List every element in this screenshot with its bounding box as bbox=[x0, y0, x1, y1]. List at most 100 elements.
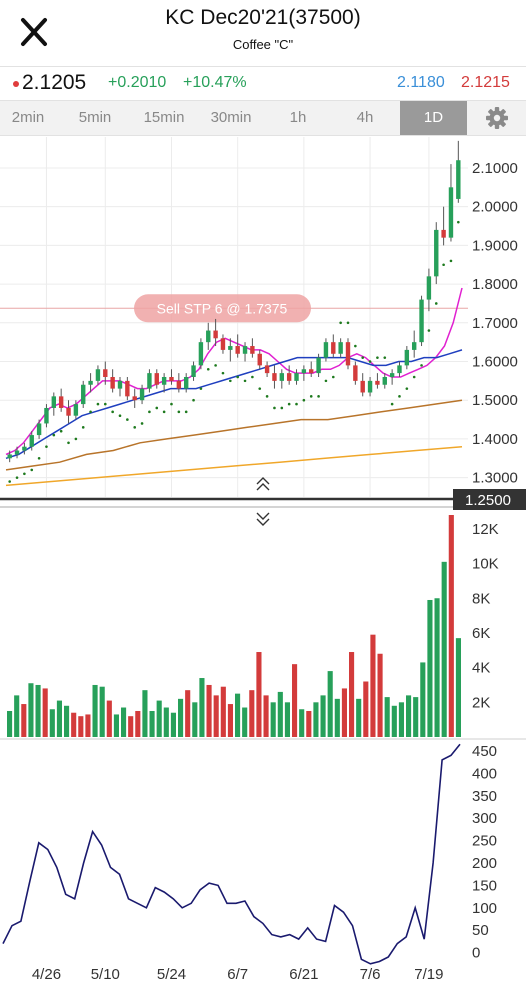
stop-dot bbox=[339, 321, 342, 325]
volume-panel[interactable]: 12K 10K 8K 6K 4K 2K bbox=[7, 515, 499, 737]
settings-button[interactable] bbox=[478, 104, 516, 132]
tab-2min[interactable]: 2min bbox=[11, 109, 45, 126]
candle-body bbox=[220, 338, 226, 350]
stop-dot bbox=[243, 379, 247, 383]
price-tick-label: 1.9000 bbox=[472, 237, 518, 254]
volume-bar bbox=[113, 714, 119, 737]
stop-dot bbox=[126, 418, 129, 421]
stop-dot bbox=[111, 410, 114, 414]
chart-area[interactable]: Sell STP 6 @ 1.7375 2.1000 2.0000 1.9000 1.… bbox=[0, 135, 526, 1000]
tab-1h[interactable]: 1h bbox=[289, 109, 307, 126]
candle-body bbox=[22, 446, 27, 451]
candle-body bbox=[367, 380, 373, 393]
candle-body bbox=[434, 229, 439, 277]
candle-body bbox=[264, 365, 270, 374]
candle-body bbox=[44, 407, 49, 424]
volume-bar bbox=[71, 712, 77, 737]
tab-15min[interactable]: 15min bbox=[143, 109, 185, 126]
candle-body bbox=[125, 380, 130, 397]
volume-bar bbox=[299, 709, 305, 737]
stop-dot bbox=[184, 410, 188, 414]
volume-bar bbox=[49, 709, 55, 737]
volume-bar bbox=[121, 707, 127, 737]
volume-bar bbox=[263, 695, 269, 737]
candle-body bbox=[103, 369, 108, 377]
volume-bar bbox=[370, 634, 376, 737]
volume-bar bbox=[220, 686, 226, 737]
volume-bar bbox=[284, 702, 290, 737]
sell-stop-order[interactable]: Sell STP 6 @ 1.7375 bbox=[0, 294, 468, 323]
chevron-up-icon[interactable] bbox=[256, 477, 270, 491]
volume-bar bbox=[78, 716, 84, 737]
last-price: 2.1205 bbox=[22, 71, 87, 94]
candle-body bbox=[95, 369, 101, 381]
stop-dots bbox=[8, 220, 460, 483]
candle-body bbox=[426, 276, 432, 300]
volume-bar bbox=[142, 690, 148, 737]
volume-bar bbox=[256, 652, 262, 737]
candle-body bbox=[66, 407, 71, 416]
volume-bar bbox=[7, 710, 13, 737]
volume-bar bbox=[163, 707, 169, 737]
chevron-down-icon[interactable] bbox=[256, 512, 270, 526]
candle-body bbox=[73, 404, 79, 416]
close-button[interactable] bbox=[14, 12, 54, 52]
volume-bar bbox=[21, 704, 27, 737]
stop-dot bbox=[390, 402, 394, 406]
volume-tick-label: 12K bbox=[472, 521, 499, 538]
ask-price: 2.1215 bbox=[461, 74, 510, 91]
stop-dot bbox=[280, 406, 284, 410]
candle-body bbox=[257, 353, 262, 366]
stop-dot bbox=[295, 402, 298, 406]
candle-body bbox=[456, 160, 461, 199]
tab-4h[interactable]: 4h bbox=[356, 109, 374, 126]
volume-bar bbox=[149, 710, 155, 737]
price-axis: 2.1000 2.0000 1.9000 1.8000 1.7000 1.6000 1.50… bbox=[472, 160, 518, 487]
volume-axis: 12K 10K 8K 6K 4K 2K bbox=[472, 521, 499, 711]
volume-bar bbox=[363, 681, 369, 737]
stop-dot bbox=[317, 395, 320, 398]
candle-body bbox=[279, 373, 285, 381]
volume-bar bbox=[99, 686, 105, 737]
price-tick-label: 2.1000 bbox=[472, 160, 518, 177]
candle-body bbox=[375, 380, 380, 385]
stop-dot bbox=[251, 375, 254, 379]
indicator-line bbox=[2, 743, 461, 965]
gear-icon[interactable] bbox=[478, 104, 516, 132]
volume-bar bbox=[320, 695, 326, 737]
candle-body bbox=[88, 380, 93, 385]
volume-bar bbox=[178, 698, 184, 737]
close-icon[interactable] bbox=[14, 12, 54, 52]
tab-5min[interactable]: 5min bbox=[78, 109, 112, 126]
stop-dot bbox=[8, 480, 11, 483]
stop-dot bbox=[412, 375, 416, 379]
price-tick-label: 2.0000 bbox=[472, 199, 518, 216]
volume-bar bbox=[227, 704, 233, 737]
stop-dot bbox=[23, 472, 26, 476]
volume-bar bbox=[413, 697, 419, 737]
tab-1d[interactable]: 1D bbox=[400, 101, 467, 135]
candle-body bbox=[161, 377, 167, 385]
tab-30min[interactable]: 30min bbox=[210, 109, 252, 126]
candle-body bbox=[117, 380, 123, 389]
panel-divider[interactable]: 1.2500 bbox=[0, 477, 526, 526]
volume-tick-label: 10K bbox=[472, 556, 499, 573]
stop-dot bbox=[457, 220, 460, 224]
volume-bar bbox=[334, 698, 340, 737]
volume-bar bbox=[206, 684, 212, 737]
price-change-pct: +10.47% bbox=[183, 74, 247, 91]
volume-bar bbox=[56, 700, 62, 737]
price-panel[interactable]: Sell STP 6 @ 1.7375 2.1000 2.0000 1.9000 1.… bbox=[0, 137, 518, 497]
indicator-panel[interactable]: 450 400 350 300 250 200 150 100 50 0 bbox=[2, 743, 497, 965]
order-pill[interactable] bbox=[134, 294, 311, 323]
stop-dot bbox=[331, 375, 335, 379]
stop-dot bbox=[346, 321, 350, 325]
candle-body bbox=[14, 450, 20, 455]
candles bbox=[7, 140, 461, 463]
stop-dot bbox=[324, 379, 328, 383]
volume-bar bbox=[42, 688, 48, 737]
candle-body bbox=[213, 330, 218, 339]
candle-body bbox=[272, 373, 277, 381]
stop-dot bbox=[81, 426, 85, 429]
sma_mid-line bbox=[5, 349, 463, 460]
